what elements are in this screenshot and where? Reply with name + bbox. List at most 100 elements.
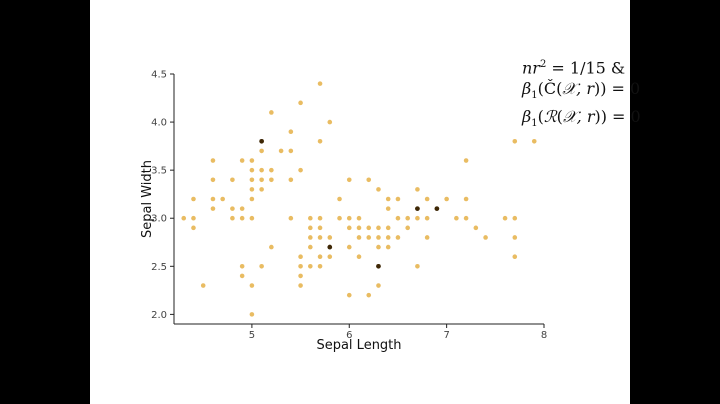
nr-symbol: nr [522, 58, 540, 78]
data-point [317, 225, 323, 231]
data-point [415, 187, 420, 192]
data-point [259, 264, 264, 269]
data-point [259, 187, 264, 192]
data-point [298, 264, 303, 269]
y-axis-label: Sepal Width [140, 160, 155, 238]
equals-zero: )) = 0 [594, 106, 641, 126]
data-point [512, 215, 518, 221]
data-points [181, 81, 537, 317]
data-point [308, 264, 313, 269]
x-axis-label: Sepal Length [316, 338, 401, 353]
data-point [249, 187, 255, 192]
data-point [337, 215, 342, 221]
beta-subscript: 1 [531, 117, 538, 129]
data-point [385, 225, 391, 231]
data-point [230, 177, 235, 183]
data-point [259, 148, 264, 154]
data-point [210, 206, 216, 211]
y-tick-label: 2.5 [151, 262, 167, 273]
data-point [298, 167, 303, 173]
data-point [230, 206, 235, 211]
data-point [269, 244, 274, 250]
data-point [327, 244, 333, 250]
data-point [444, 196, 449, 202]
data-point [483, 235, 488, 240]
data-point [298, 273, 303, 279]
data-point [405, 225, 410, 231]
y-tick-label: 2.0 [151, 310, 167, 321]
data-point [259, 177, 264, 183]
data-point [288, 148, 294, 154]
data-point [269, 110, 274, 115]
data-point [239, 264, 245, 269]
data-point [356, 254, 362, 259]
data-point [327, 254, 333, 259]
data-point [395, 235, 401, 240]
data-point [249, 158, 255, 163]
data-point [308, 244, 313, 250]
data-point [249, 283, 255, 288]
data-point [249, 167, 255, 173]
data-point [249, 177, 255, 183]
data-point [356, 235, 362, 240]
beta-symbol: β [522, 78, 532, 98]
data-point [463, 215, 469, 221]
data-point [366, 177, 372, 183]
data-point [200, 283, 206, 288]
rips-symbol: ℛ [543, 106, 557, 126]
paren: ( [537, 106, 544, 126]
x-tick-label: 6 [346, 330, 352, 341]
data-point [366, 235, 372, 240]
ratio-text: = 1/15 & [546, 58, 626, 78]
data-point [376, 264, 381, 269]
data-point [191, 196, 196, 202]
data-point [531, 139, 537, 144]
data-point [366, 225, 372, 231]
data-point [317, 139, 323, 144]
x-tick-label: 8 [541, 330, 547, 341]
paren: ( [556, 78, 563, 98]
y-tick-label: 4.5 [151, 70, 167, 81]
data-point [346, 177, 352, 183]
data-point [239, 206, 245, 211]
data-point [385, 235, 391, 240]
data-point [230, 215, 235, 221]
data-point [288, 215, 294, 221]
annotation-text: nr2 = 1/15 & β1(Č(𝒳, r)) = 0 β1(ℛ(𝒳, r))… [522, 55, 702, 134]
data-point [463, 158, 469, 163]
beta-subscript: 1 [531, 90, 538, 102]
data-point [210, 177, 216, 183]
data-point [415, 206, 420, 211]
data-point [191, 215, 196, 221]
y-tick-label: 3.5 [151, 166, 167, 177]
data-point [249, 196, 255, 202]
data-point [512, 254, 518, 259]
data-point [376, 283, 381, 288]
data-point [298, 254, 303, 259]
y-tick-label: 3.0 [151, 214, 167, 225]
data-point [356, 215, 362, 221]
data-point [376, 225, 381, 231]
data-point [191, 225, 196, 231]
data-point [376, 187, 381, 192]
data-point [385, 244, 391, 250]
data-point [308, 235, 313, 240]
data-point [210, 158, 216, 163]
data-point [210, 196, 216, 202]
data-point [298, 100, 303, 106]
data-point [308, 215, 313, 221]
cech-symbol: Č [543, 78, 557, 98]
paren: ( [556, 106, 563, 126]
slide: 5 6 7 8 2.0 2.5 3.0 3.5 4.0 4.5 Sepal Length Sep… [90, 0, 641, 404]
data-point [327, 235, 333, 240]
r-arg: , r [576, 78, 594, 98]
data-point [454, 215, 459, 221]
data-point [239, 273, 245, 279]
data-point [346, 215, 352, 221]
axes [173, 74, 544, 325]
data-point [269, 167, 274, 173]
data-point [288, 177, 294, 183]
data-point [376, 235, 381, 240]
data-point [473, 225, 479, 231]
y-ticks: 2.0 2.5 3.0 3.5 4.0 4.5 [151, 70, 174, 321]
